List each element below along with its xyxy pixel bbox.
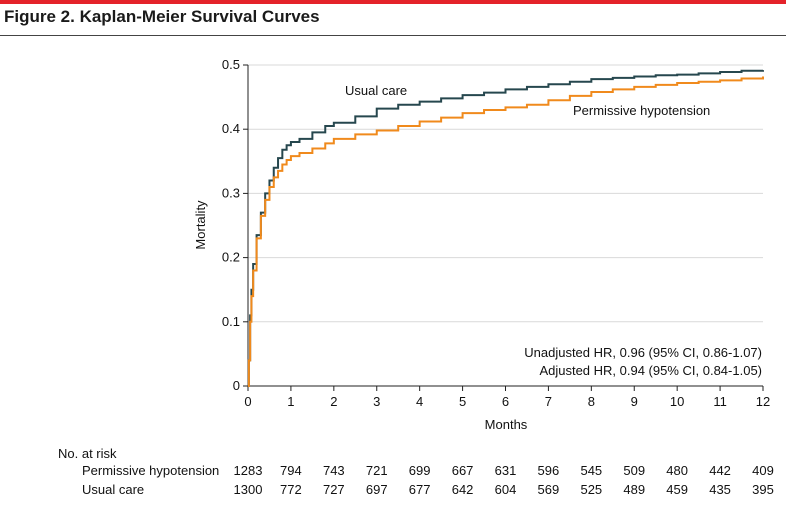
- risk-value: 631: [494, 463, 517, 478]
- permissive-series-label: Permissive hypotension: [573, 103, 710, 118]
- usual-care-series-label: Usual care: [345, 83, 407, 98]
- risk-value: 642: [451, 482, 474, 497]
- risk-row-label: Permissive hypotension: [82, 463, 220, 478]
- risk-value: 697: [365, 482, 388, 497]
- risk-table-title: No. at risk: [58, 446, 117, 461]
- risk-value: 442: [709, 463, 731, 478]
- y-tick-label: 0.1: [222, 314, 240, 329]
- risk-value: 596: [537, 463, 560, 478]
- risk-value: 459: [666, 482, 689, 497]
- x-tick-label: 0: [244, 394, 251, 409]
- risk-value: 569: [537, 482, 560, 497]
- risk-value: 525: [580, 482, 603, 497]
- risk-value: 699: [408, 463, 431, 478]
- x-tick-label: 7: [545, 394, 552, 409]
- permissive-hypotension-curve: [247, 76, 764, 387]
- risk-value: 509: [623, 463, 646, 478]
- risk-value: 743: [322, 463, 345, 478]
- risk-value: 1300: [233, 482, 263, 497]
- top-accent-bar: [0, 0, 786, 4]
- hr-unadjusted-annotation: Unadjusted HR, 0.96 (95% CI, 0.86-1.07): [524, 345, 762, 360]
- x-tick-label: 6: [502, 394, 509, 409]
- x-tick-label: 2: [330, 394, 337, 409]
- x-tick-label: 3: [373, 394, 380, 409]
- usual-care-curve: [247, 69, 764, 387]
- risk-row-label: Usual care: [82, 482, 145, 497]
- x-tick-label: 1: [287, 394, 294, 409]
- risk-value: 480: [666, 463, 689, 478]
- risk-value: 794: [280, 463, 302, 478]
- x-axis-label: Months: [485, 417, 528, 432]
- risk-value: 545: [580, 463, 603, 478]
- risk-value: 435: [709, 482, 731, 497]
- risk-value: 409: [752, 463, 774, 478]
- risk-value: 1283: [233, 463, 263, 478]
- risk-value: 727: [322, 482, 345, 497]
- y-tick-label: 0.4: [222, 121, 240, 136]
- title-divider: [0, 35, 786, 36]
- risk-value: 772: [280, 482, 302, 497]
- axes: 00.10.20.30.40.50 1 2 3 4 5 6 7 8 9 10 11 12: [222, 57, 770, 409]
- figure-title: Figure 2. Kaplan-Meier Survival Curves: [4, 7, 320, 26]
- risk-value: 677: [408, 482, 431, 497]
- grid-lines: [248, 64, 763, 323]
- x-tick-label: 12: [756, 394, 770, 409]
- y-tick-label: 0.5: [222, 57, 240, 72]
- risk-value: 604: [494, 482, 517, 497]
- y-axis-label: Mortality: [193, 200, 208, 250]
- risk-value: 395: [752, 482, 774, 497]
- x-tick-label: 10: [670, 394, 684, 409]
- series-lines: [247, 69, 764, 387]
- risk-value: 667: [451, 463, 474, 478]
- risk-value: 721: [365, 463, 388, 478]
- x-tick-label: 4: [416, 394, 423, 409]
- y-tick-label: 0: [233, 378, 240, 393]
- x-tick-label: 8: [588, 394, 595, 409]
- x-tick-label: 5: [459, 394, 466, 409]
- y-tick-label: 0.3: [222, 185, 240, 200]
- x-tick-label: 9: [631, 394, 638, 409]
- hr-adjusted-annotation: Adjusted HR, 0.94 (95% CI, 0.84-1.05): [539, 363, 762, 378]
- x-tick-label: 11: [713, 394, 727, 409]
- y-tick-label: 0.2: [222, 250, 240, 265]
- risk-value: 489: [623, 482, 646, 497]
